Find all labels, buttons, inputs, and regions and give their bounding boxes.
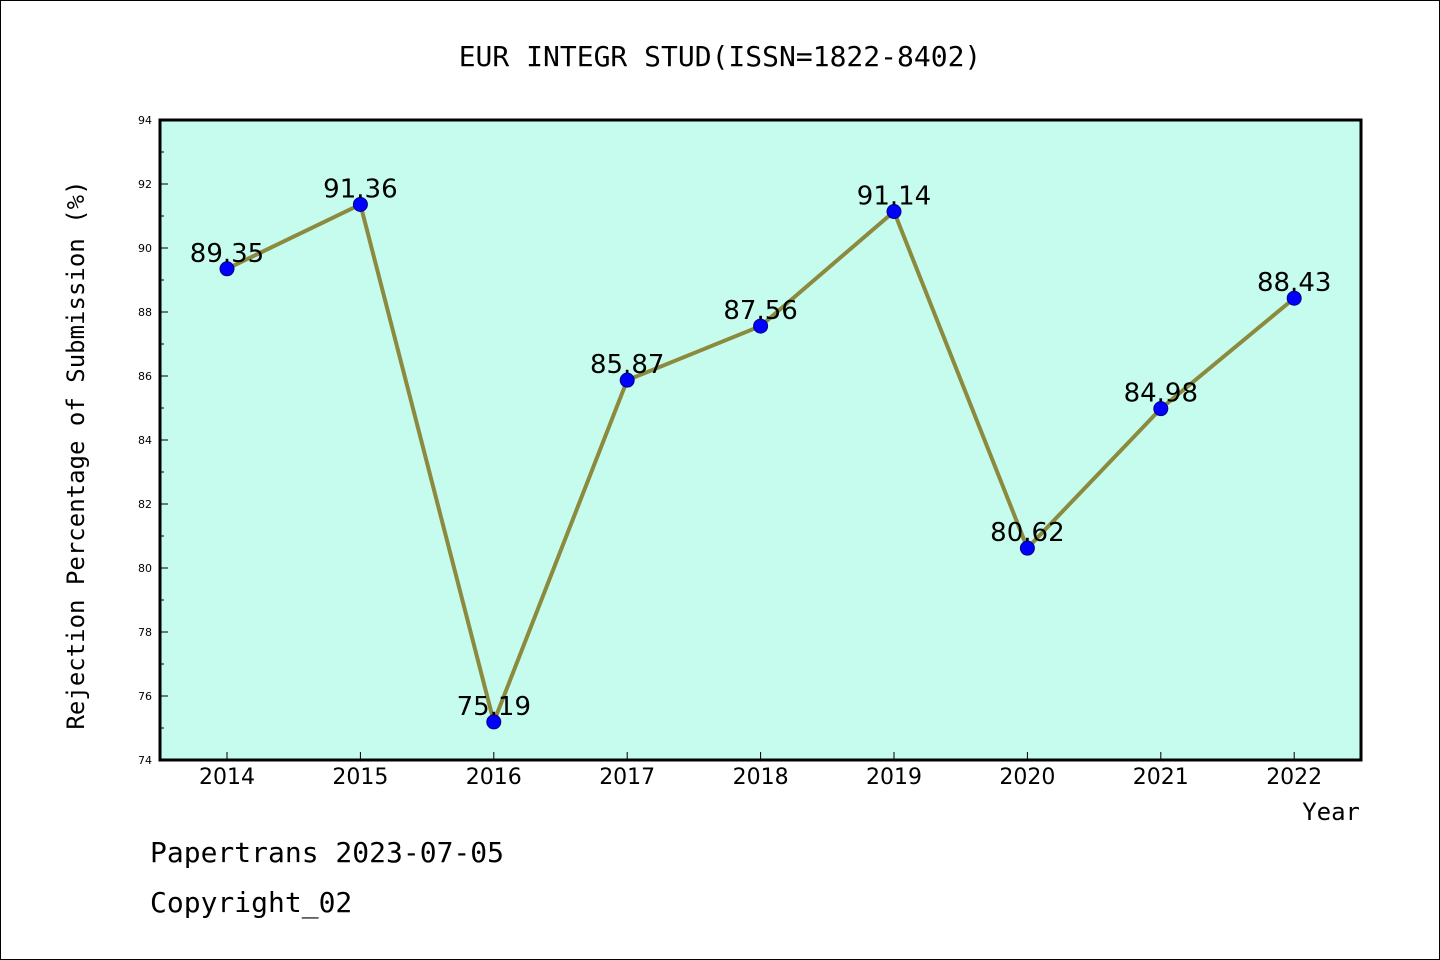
data-point xyxy=(886,204,902,220)
x-tick-label: 2022 xyxy=(1266,765,1322,790)
y-tick-label: 94 xyxy=(138,114,152,127)
data-label: 87.56 xyxy=(723,296,797,326)
data-point xyxy=(1019,540,1035,556)
y-tick-label: 82 xyxy=(138,498,152,511)
y-tick-label: 90 xyxy=(138,242,152,255)
plot-border xyxy=(158,118,1363,762)
y-tick-label: 78 xyxy=(138,626,152,639)
data-label: 75.19 xyxy=(457,692,531,722)
y-tick-label: 84 xyxy=(138,434,152,447)
data-point xyxy=(219,261,235,277)
y-tick-label: 80 xyxy=(138,562,152,575)
y-tick-label: 92 xyxy=(138,178,152,191)
x-tick-label: 2021 xyxy=(1133,765,1189,790)
x-tick-label: 2018 xyxy=(733,765,789,790)
x-tick-label: 2020 xyxy=(999,765,1055,790)
y-tick-label: 74 xyxy=(138,754,152,767)
data-label: 84.98 xyxy=(1124,379,1198,409)
footer-copyright: Copyright_02 xyxy=(150,886,353,919)
data-point xyxy=(1286,290,1302,306)
x-tick-label: 2014 xyxy=(199,765,255,790)
data-label: 89.35 xyxy=(190,239,264,269)
x-tick-label: 2017 xyxy=(599,765,655,790)
x-axis-title: Year xyxy=(1302,798,1360,826)
footer-date-stamp: Papertrans 2023-07-05 xyxy=(150,836,505,869)
data-point xyxy=(619,372,635,388)
y-tick-label: 86 xyxy=(138,370,152,383)
chart-title: EUR INTEGR STUD(ISSN=1822-8402) xyxy=(459,40,982,73)
series-markers xyxy=(219,196,1302,730)
data-label: 88.43 xyxy=(1257,268,1331,298)
y-tick-label: 76 xyxy=(138,690,152,703)
data-point xyxy=(486,714,502,730)
x-axis: 2014 2015 2016 2017 2018 2019 2020 2021 2022 xyxy=(199,752,1322,790)
data-point xyxy=(753,318,769,334)
data-point xyxy=(1153,401,1169,417)
y-tick-label: 88 xyxy=(138,306,152,319)
x-tick-label: 2015 xyxy=(332,765,388,790)
data-label: 85.87 xyxy=(590,350,664,380)
x-tick-label: 2016 xyxy=(466,765,522,790)
y-axis-title: Rejection Percentage of Submission (%) xyxy=(62,180,90,729)
data-label: 91.36 xyxy=(323,174,397,204)
data-labels: 89.35 91.36 75.19 85.87 87.56 91.14 80.62 84.98… xyxy=(190,174,1332,721)
data-point xyxy=(352,196,368,212)
plot-area xyxy=(160,120,1361,760)
data-label: 80.62 xyxy=(990,518,1064,548)
x-tick-label: 2019 xyxy=(866,765,922,790)
data-label: 91.14 xyxy=(857,182,931,212)
